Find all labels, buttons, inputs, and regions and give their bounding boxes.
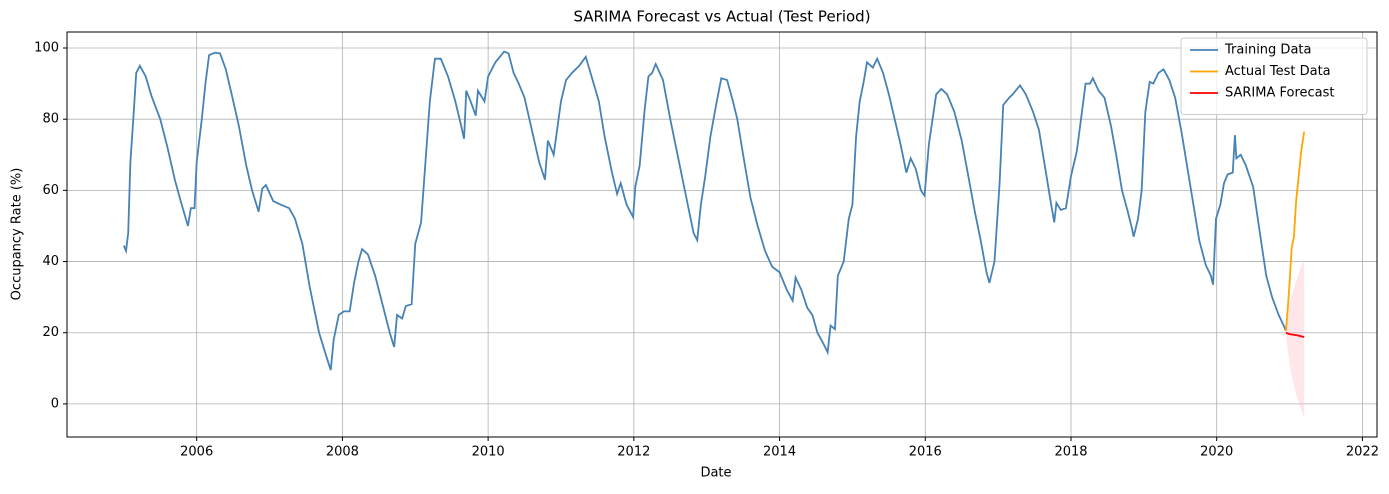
- y-tick-label: 40: [42, 254, 59, 269]
- legend-label: SARIMA Forecast: [1225, 86, 1335, 101]
- chart-title: SARIMA Forecast vs Actual (Test Period): [573, 8, 870, 26]
- x-tick-label: 2008: [326, 445, 359, 460]
- x-tick-label: 2014: [763, 445, 796, 460]
- x-tick-label: 2012: [617, 445, 650, 460]
- y-tick-label: 80: [42, 112, 59, 127]
- x-tick-label: 2018: [1054, 445, 1087, 460]
- x-axis-label: Date: [700, 466, 731, 481]
- y-tick-label: 0: [51, 396, 59, 411]
- y-tick-label: 60: [42, 183, 59, 198]
- legend-label: Training Data: [1224, 43, 1311, 58]
- series-line: [1285, 131, 1306, 332]
- legend-box: [1180, 37, 1368, 115]
- y-tick-label: 20: [42, 325, 59, 340]
- x-tick-label: 2010: [472, 445, 505, 460]
- x-tick-label: 2016: [909, 445, 942, 460]
- legend-label: Actual Test Data: [1225, 64, 1331, 79]
- series-line: [1285, 331, 1305, 338]
- plot-frame: [66, 31, 1378, 438]
- x-tick-label: 2020: [1200, 445, 1233, 460]
- series-line: [122, 50, 1287, 371]
- y-tick-label: 100: [34, 41, 59, 56]
- confidence-band: [1285, 257, 1305, 419]
- x-tick-label: 2006: [180, 445, 213, 460]
- x-tick-label: 2022: [1346, 445, 1379, 460]
- y-axis-label: Occupancy Rate (%): [10, 168, 25, 301]
